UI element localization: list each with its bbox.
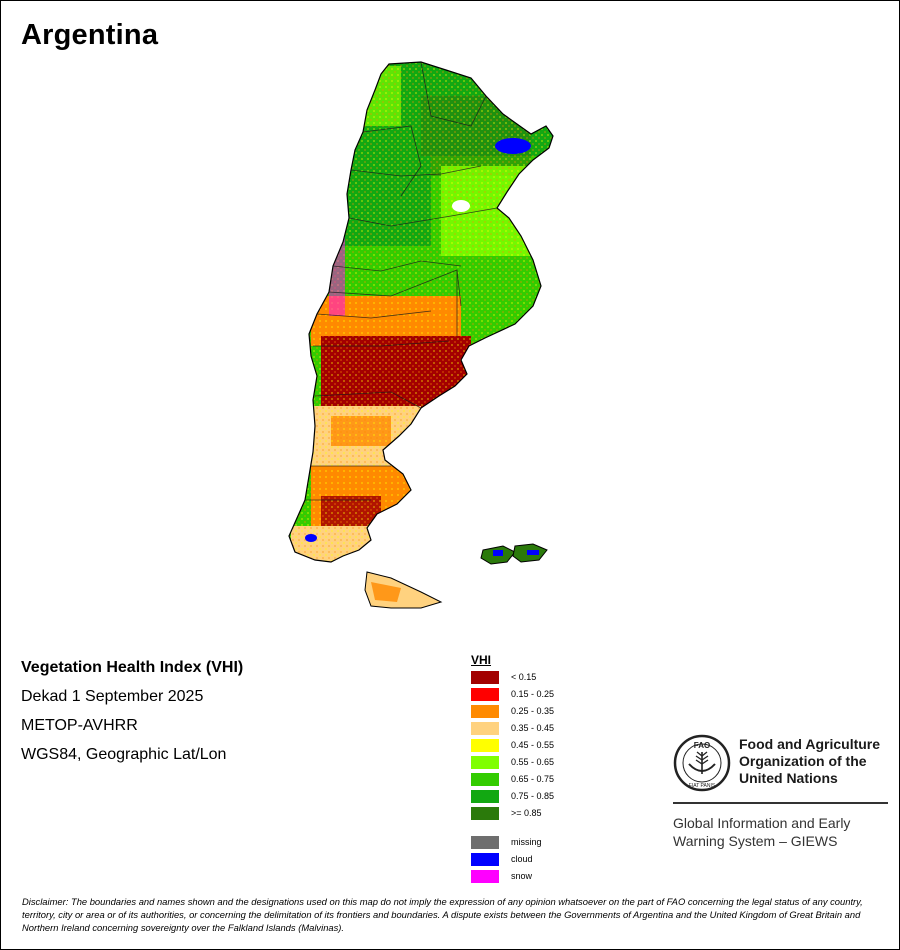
giews-name: Global Information and Early Warning Sys… — [673, 814, 873, 850]
fao-name: Food and Agriculture Organization of the… — [739, 736, 885, 787]
legend-label: 0.75 - 0.85 — [511, 791, 555, 801]
legend-swatch — [471, 870, 499, 883]
argentina-vhi-raster — [288, 61, 554, 609]
index-name: Vegetation Health Index (VHI) — [21, 659, 244, 676]
legend-header: VHI — [471, 653, 492, 667]
legend-label: 0.25 - 0.35 — [511, 706, 555, 716]
map-metadata: Vegetation Health Index (VHI) Dekad 1 Se… — [21, 659, 243, 775]
legend-swatch — [471, 756, 499, 769]
projection-text: WGS84, Geographic Lat/Lon — [21, 746, 227, 763]
legend-label: 0.15 - 0.25 — [511, 689, 555, 699]
legend-swatch — [471, 688, 499, 701]
legend: VHI < 0.15 0.15 - 0.25 0.25 - 0.35 0.35 - 0… — [471, 653, 554, 883]
fao-name-text: Food and Agriculture Organization of the… — [739, 736, 881, 786]
legend-swatch — [471, 739, 499, 752]
legend-swatch — [471, 705, 499, 718]
legend-label: 0.45 - 0.55 — [511, 740, 555, 750]
fao-logo-motto: FIAT PANIS — [689, 783, 716, 789]
fao-logo: FAO FIAT PANIS — [673, 734, 731, 792]
legend-swatch — [471, 836, 499, 849]
legend-label: 0.65 - 0.75 — [511, 774, 555, 784]
legend-swatch — [471, 807, 499, 820]
legend-swatch — [471, 671, 499, 684]
legend-label: 0.55 - 0.65 — [511, 757, 555, 767]
period-text: Dekad 1 September 2025 — [21, 688, 204, 705]
legend-swatch — [471, 722, 499, 735]
legend-swatch — [471, 773, 499, 786]
vhi-map — [271, 56, 571, 616]
legend-label: >= 0.85 — [511, 808, 542, 818]
map-title: Argentina — [21, 19, 159, 51]
legend-swatch — [471, 853, 499, 866]
fao-divider — [673, 802, 888, 804]
legend-label: 0.35 - 0.45 — [511, 723, 555, 733]
legend-label: missing — [511, 837, 542, 847]
legend-label: cloud — [511, 854, 533, 864]
disclaimer: Disclaimer: The boundaries and names sho… — [22, 896, 863, 933]
giews-name-text: Global Information and Early Warning Sys… — [673, 815, 851, 849]
sensor-text: METOP-AVHRR — [21, 717, 138, 734]
fao-logo-text: FAO — [694, 741, 710, 750]
legend-label: < 0.15 — [511, 672, 537, 682]
legend-swatch — [471, 790, 499, 803]
legend-label: snow — [511, 871, 533, 881]
